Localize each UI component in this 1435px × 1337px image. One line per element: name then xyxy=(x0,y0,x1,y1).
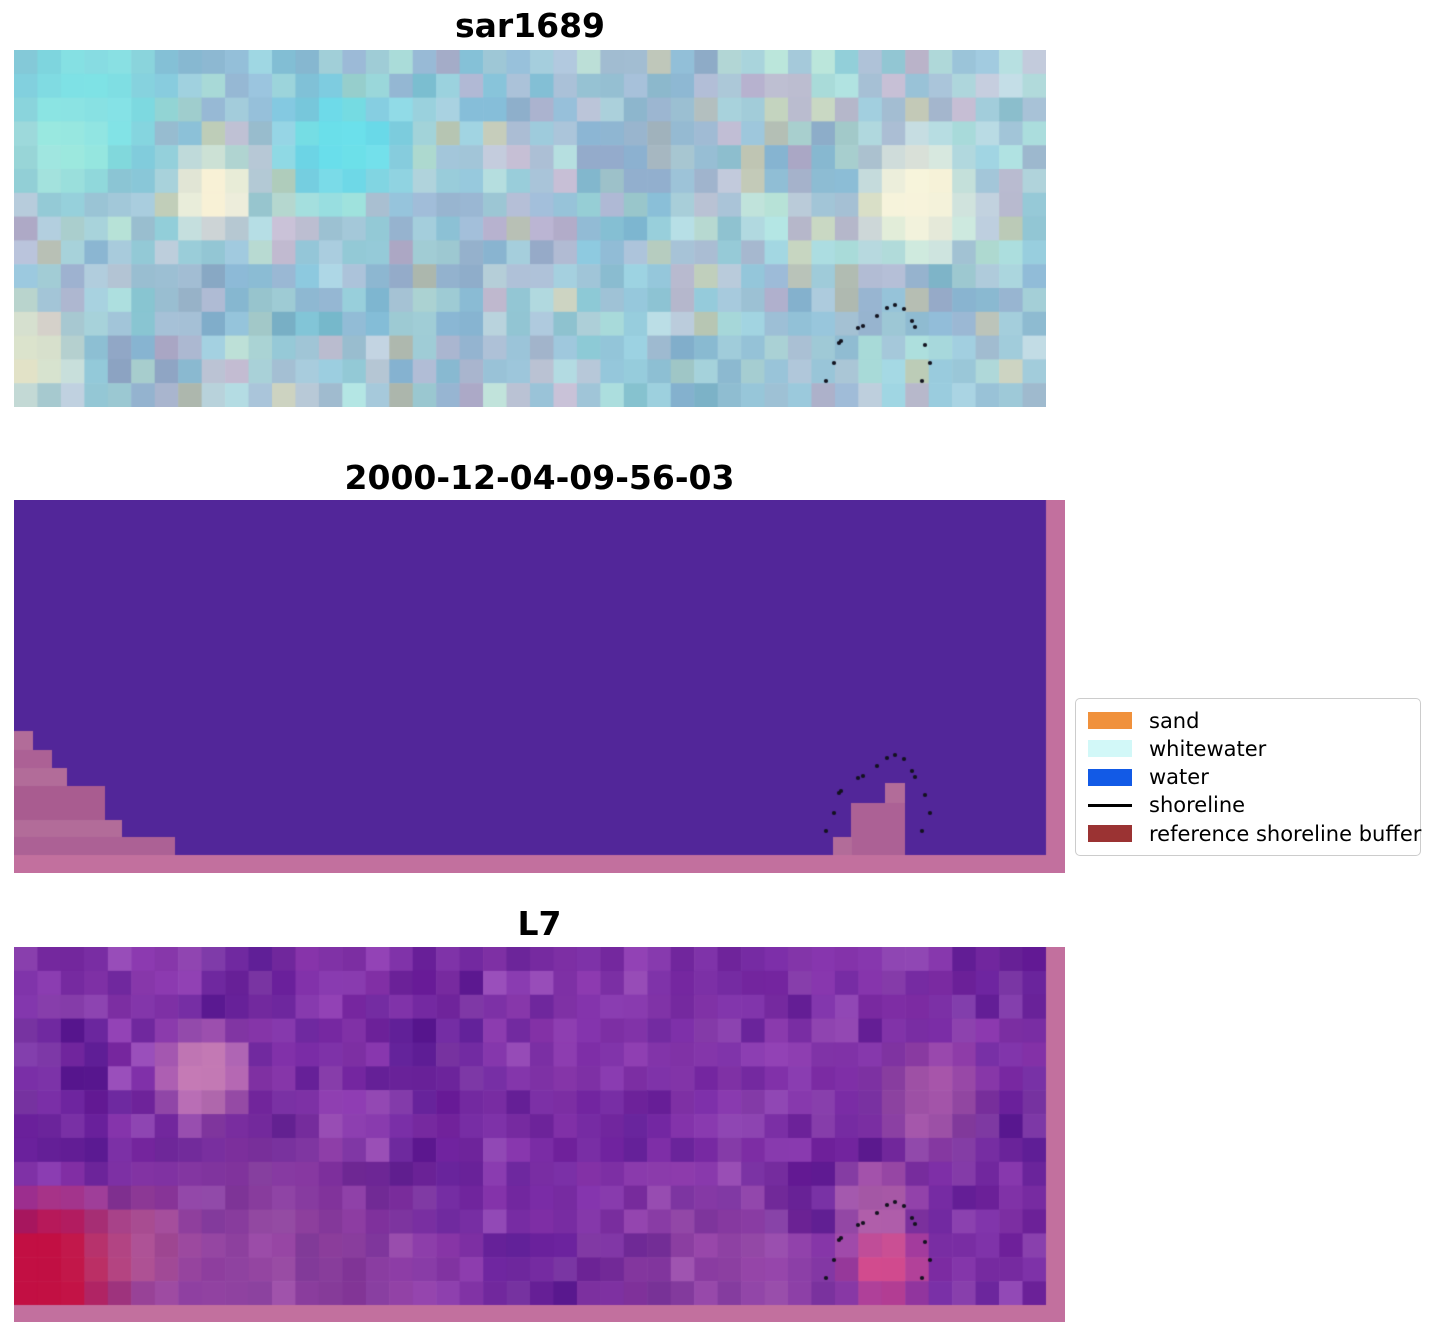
legend-item-whitewater: whitewater xyxy=(1088,736,1408,761)
sand-swatch-icon xyxy=(1088,712,1132,729)
shoreline-line-bar xyxy=(1088,803,1132,807)
legend-item-label: whitewater xyxy=(1149,736,1267,761)
shoreline-line-icon xyxy=(1088,797,1132,814)
panel-title-sar1689: sar1689 xyxy=(454,6,606,45)
l7-panel-image xyxy=(14,947,1065,1322)
whitewater-swatch-icon xyxy=(1088,740,1132,758)
water-swatch-icon xyxy=(1088,768,1132,786)
legend-item-shoreline: shoreline xyxy=(1088,793,1408,818)
legend-item-sand: sand xyxy=(1088,708,1408,733)
classified-panel-image xyxy=(14,500,1065,873)
legend-item-label: reference shoreline buffer xyxy=(1149,821,1422,846)
legend-item-label: sand xyxy=(1149,708,1200,733)
legend-item-reference-shoreline-buffer: reference shoreline buffer xyxy=(1088,822,1421,846)
sar1689-panel-image xyxy=(14,50,1046,407)
legend-item-label: water xyxy=(1149,765,1209,789)
reference-shoreline-buffer-swatch-icon xyxy=(1088,825,1132,842)
panel-title-date: 2000-12-04-09-56-03 xyxy=(344,458,735,497)
panel-title-l7: L7 xyxy=(517,904,562,943)
legend: sand whitewater water shoreline referenc… xyxy=(1075,698,1421,856)
legend-item-label: shoreline xyxy=(1149,793,1246,818)
legend-item-water: water xyxy=(1088,765,1408,789)
